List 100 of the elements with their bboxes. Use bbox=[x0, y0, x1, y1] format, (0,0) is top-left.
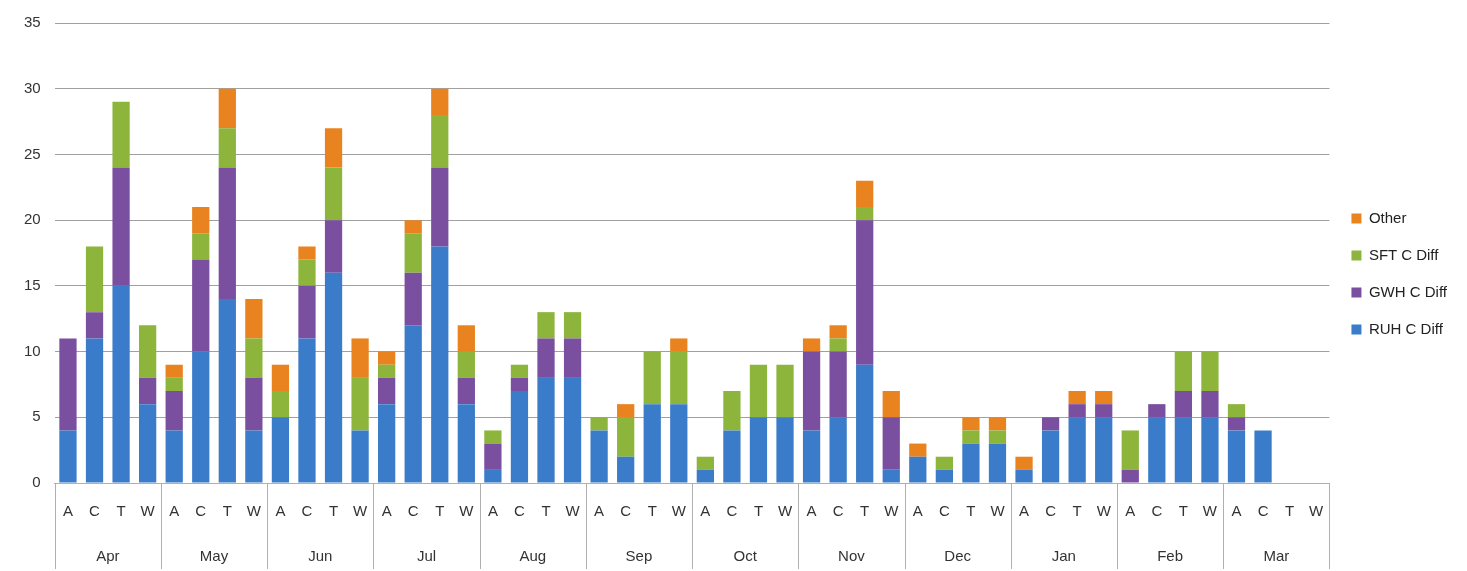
bar bbox=[1015, 456, 1033, 470]
bar bbox=[563, 312, 582, 339]
y-tick-label: 35 bbox=[24, 13, 41, 31]
bar bbox=[404, 325, 422, 483]
bar bbox=[298, 259, 316, 286]
bar bbox=[85, 246, 104, 313]
x-tick-label: T bbox=[435, 502, 445, 520]
bar bbox=[484, 443, 502, 470]
bar bbox=[510, 364, 529, 378]
bar bbox=[1201, 351, 1219, 391]
bar bbox=[1201, 417, 1219, 483]
x-tick-label: T bbox=[116, 502, 126, 520]
bar bbox=[298, 246, 316, 260]
x-tick-label: A bbox=[275, 502, 286, 520]
x-tick-label: A bbox=[912, 502, 923, 520]
bar bbox=[1174, 417, 1193, 483]
bar bbox=[563, 338, 582, 378]
bar bbox=[988, 430, 1007, 444]
x-tick-label: C bbox=[89, 502, 101, 520]
x-tick-label: C bbox=[1257, 502, 1269, 520]
bar bbox=[351, 377, 369, 431]
bar bbox=[696, 456, 714, 470]
bar bbox=[431, 88, 449, 115]
bar bbox=[484, 430, 502, 444]
bar bbox=[85, 338, 104, 483]
x-tick-label: A bbox=[1019, 502, 1030, 520]
bar bbox=[457, 325, 475, 352]
bar bbox=[909, 456, 927, 483]
text: Dec bbox=[944, 547, 972, 565]
bar bbox=[378, 351, 396, 365]
x-tick-label: C bbox=[407, 502, 419, 520]
bar bbox=[404, 220, 422, 234]
bar bbox=[351, 430, 369, 483]
bar bbox=[563, 377, 582, 483]
x-tick-label: T bbox=[1178, 502, 1188, 520]
bar bbox=[1148, 404, 1166, 418]
legend-label: RUH C Diff bbox=[1368, 319, 1444, 337]
bar bbox=[1227, 404, 1246, 418]
bar bbox=[962, 417, 980, 431]
text: Sep bbox=[625, 547, 653, 565]
bar bbox=[510, 391, 529, 483]
bar bbox=[643, 351, 661, 405]
bar bbox=[856, 364, 874, 483]
bar bbox=[431, 246, 449, 483]
bar bbox=[723, 391, 741, 431]
bar bbox=[1254, 430, 1272, 483]
bar bbox=[802, 430, 821, 483]
y-tick-label: 20 bbox=[24, 210, 41, 228]
legend-label: GWH C Diff bbox=[1368, 282, 1448, 300]
x-tick-label: T bbox=[966, 502, 976, 520]
bar bbox=[696, 469, 714, 483]
x-tick-label: T bbox=[1285, 502, 1295, 520]
bar bbox=[271, 417, 290, 483]
bar bbox=[749, 364, 768, 418]
text: Apr bbox=[96, 547, 120, 565]
bar bbox=[192, 233, 210, 260]
bar bbox=[351, 338, 369, 378]
bar bbox=[962, 430, 980, 444]
bar bbox=[829, 417, 847, 483]
bar bbox=[378, 404, 396, 483]
bar bbox=[324, 220, 343, 273]
bar bbox=[1227, 417, 1246, 431]
bar bbox=[802, 338, 821, 352]
bar bbox=[962, 443, 980, 483]
bar bbox=[1041, 417, 1060, 431]
bar bbox=[1068, 404, 1086, 418]
bar bbox=[1068, 417, 1086, 483]
x-tick-label: A bbox=[381, 502, 392, 520]
bar bbox=[85, 312, 104, 339]
bar bbox=[139, 404, 157, 483]
x-tick-label: C bbox=[832, 502, 844, 520]
bar bbox=[829, 325, 847, 339]
text: Jan bbox=[1051, 547, 1076, 565]
bar bbox=[988, 443, 1007, 483]
text: Oct bbox=[733, 547, 758, 565]
x-tick-label: C bbox=[1151, 502, 1163, 520]
x-tick-label: A bbox=[1231, 502, 1242, 520]
bar bbox=[776, 364, 794, 418]
bar bbox=[59, 338, 77, 431]
bar bbox=[617, 456, 635, 483]
text: Jun bbox=[308, 547, 333, 565]
bar bbox=[1148, 417, 1166, 483]
bar bbox=[802, 351, 821, 431]
x-tick-label: T bbox=[222, 502, 232, 520]
x-tick-label: C bbox=[1045, 502, 1057, 520]
bar bbox=[1095, 391, 1113, 405]
x-tick-label: W bbox=[246, 502, 262, 520]
x-tick-label: W bbox=[353, 502, 369, 520]
bar bbox=[1121, 469, 1139, 483]
bar bbox=[271, 391, 290, 418]
bar bbox=[298, 338, 316, 483]
bar bbox=[776, 417, 794, 483]
x-tick-label: C bbox=[514, 502, 526, 520]
x-tick-label: W bbox=[884, 502, 900, 520]
bar bbox=[1041, 430, 1060, 483]
bar bbox=[617, 404, 635, 418]
bar bbox=[1174, 351, 1193, 391]
x-tick-label: T bbox=[328, 502, 339, 520]
bar bbox=[112, 101, 130, 168]
x-tick-label: W bbox=[1096, 502, 1112, 520]
